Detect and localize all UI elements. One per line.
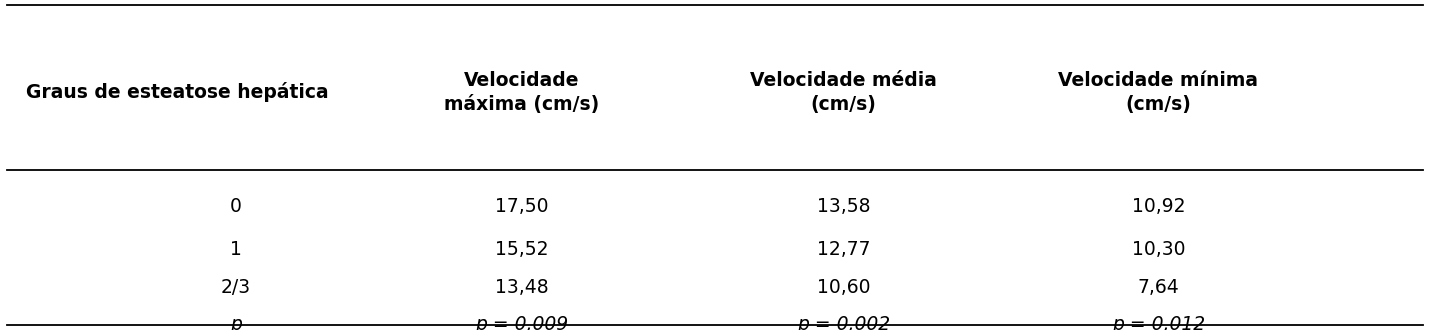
Text: Velocidade mínima
(cm/s): Velocidade mínima (cm/s) <box>1058 71 1258 114</box>
Text: 12,77: 12,77 <box>817 240 871 259</box>
Text: 13,58: 13,58 <box>817 197 871 216</box>
Text: 10,92: 10,92 <box>1131 197 1185 216</box>
Text: 1: 1 <box>230 240 242 259</box>
Text: 0: 0 <box>230 197 242 216</box>
Text: p = 0,009: p = 0,009 <box>475 314 569 330</box>
Text: 15,52: 15,52 <box>495 240 549 259</box>
Text: 13,48: 13,48 <box>495 278 549 297</box>
Text: Velocidade
máxima (cm/s): Velocidade máxima (cm/s) <box>445 71 599 114</box>
Text: 7,64: 7,64 <box>1137 278 1180 297</box>
Text: Graus de esteatose hepática: Graus de esteatose hepática <box>26 82 329 102</box>
Text: 10,30: 10,30 <box>1131 240 1185 259</box>
Text: 2/3: 2/3 <box>220 278 252 297</box>
Text: p: p <box>230 314 242 330</box>
Text: 17,50: 17,50 <box>495 197 549 216</box>
Text: p = 0,002: p = 0,002 <box>797 314 891 330</box>
Text: Velocidade média
(cm/s): Velocidade média (cm/s) <box>751 71 937 114</box>
Text: p = 0,012: p = 0,012 <box>1111 314 1205 330</box>
Text: 10,60: 10,60 <box>817 278 871 297</box>
